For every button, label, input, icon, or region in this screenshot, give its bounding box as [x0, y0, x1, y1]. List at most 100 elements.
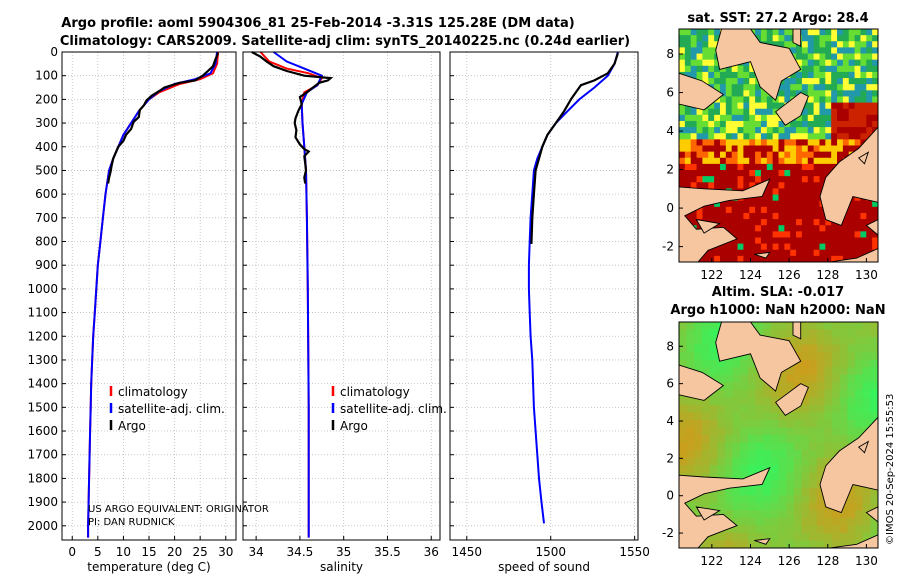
map-cell — [772, 29, 779, 36]
map-cell — [790, 194, 797, 202]
map-cell — [796, 47, 803, 55]
map-cell — [793, 540, 802, 548]
map-cell — [772, 206, 779, 214]
map-cell — [679, 397, 688, 406]
map-cell — [743, 120, 750, 128]
map-cell — [842, 114, 850, 122]
legend-label-argo: Argo — [118, 419, 146, 433]
map-cell — [724, 532, 734, 541]
map-cell — [847, 397, 856, 406]
map-cell — [690, 139, 698, 146]
map-cell — [725, 219, 733, 226]
map-cell — [825, 243, 832, 251]
map-cell — [749, 200, 756, 208]
map-cell — [842, 231, 850, 238]
map-x-tick-label-128: 128 — [816, 268, 839, 282]
map-cell — [793, 427, 802, 436]
map-cell — [813, 29, 820, 36]
map-y-tick-label-2: 2 — [666, 163, 674, 177]
map-cell — [842, 108, 850, 116]
map-cell — [790, 170, 797, 177]
title-line-2: Climatology: CARS2009. Satellite-adj cli… — [60, 34, 630, 49]
map-cell — [831, 127, 838, 134]
series-argo-line — [251, 51, 334, 184]
map-cell — [855, 495, 864, 504]
map-cell — [784, 163, 791, 171]
map-cell — [708, 127, 715, 134]
map-cell — [708, 53, 715, 61]
map-cell — [809, 367, 818, 376]
map-cell — [763, 517, 772, 526]
map-cell — [860, 71, 867, 79]
map-cell — [694, 465, 703, 474]
map-cell — [801, 397, 810, 406]
map-cell — [714, 249, 721, 257]
map-cell — [825, 96, 832, 104]
map-cell — [801, 219, 809, 226]
map-cell — [872, 200, 878, 208]
map-cell — [696, 35, 703, 42]
map-cell — [796, 120, 803, 128]
map-cell — [832, 397, 841, 406]
x-tick-label-30: 30 — [218, 545, 233, 559]
map-cell — [831, 102, 838, 110]
map-cell — [772, 243, 779, 251]
map-cell — [813, 249, 820, 257]
map-frame — [678, 28, 879, 263]
map-cell — [790, 139, 797, 146]
land-mass — [695, 218, 721, 234]
map-cell — [770, 419, 779, 428]
map-cell — [855, 532, 864, 541]
map-cell — [816, 525, 825, 534]
map-cell — [755, 457, 764, 466]
map-cell — [807, 127, 815, 134]
map-cell — [809, 502, 818, 511]
map-cell — [847, 382, 856, 391]
map-cell — [701, 495, 711, 504]
map-cell — [737, 133, 744, 140]
map-cell — [778, 102, 785, 110]
map-cell — [825, 163, 832, 171]
map-cell — [701, 450, 711, 459]
map-cell — [763, 419, 772, 428]
map-cell — [724, 442, 734, 451]
map-cell — [766, 231, 774, 238]
map-cell — [847, 540, 856, 548]
map-cell — [737, 96, 744, 104]
map-cell — [813, 120, 820, 128]
map-cell — [786, 412, 795, 421]
map-cell — [855, 322, 864, 331]
map-cell — [740, 427, 749, 436]
map-cell — [866, 47, 873, 55]
map-cell — [842, 120, 850, 128]
map-cell — [842, 127, 850, 134]
map-cell — [740, 495, 749, 504]
map-cell — [824, 450, 833, 459]
map-cell — [696, 47, 703, 55]
map-cell — [866, 212, 873, 220]
map-cell — [770, 389, 779, 398]
map-x-tick-label-130: 130 — [855, 554, 878, 568]
map-cell — [854, 65, 861, 73]
map-cell — [732, 525, 741, 534]
map-cell — [760, 225, 768, 232]
map-cell — [731, 200, 739, 208]
map-cell — [725, 200, 733, 208]
x-axis-label: speed of sound — [498, 560, 590, 574]
map-cell — [831, 84, 838, 91]
map-cell — [719, 71, 727, 79]
map-cell — [819, 255, 826, 262]
map-cell — [755, 382, 764, 391]
map-cell — [770, 329, 779, 338]
map-cell — [679, 53, 686, 61]
map-cell — [731, 212, 739, 220]
land-mass — [754, 251, 771, 259]
y-tick-label-1300: 1300 — [27, 353, 58, 367]
map-cell — [694, 412, 703, 421]
map-cell — [848, 120, 856, 128]
map-cell — [813, 194, 820, 202]
map-cell — [866, 200, 873, 208]
map-y-tick-label-0: 0 — [666, 489, 674, 503]
map-cell — [790, 151, 797, 159]
map-cell — [766, 170, 774, 177]
